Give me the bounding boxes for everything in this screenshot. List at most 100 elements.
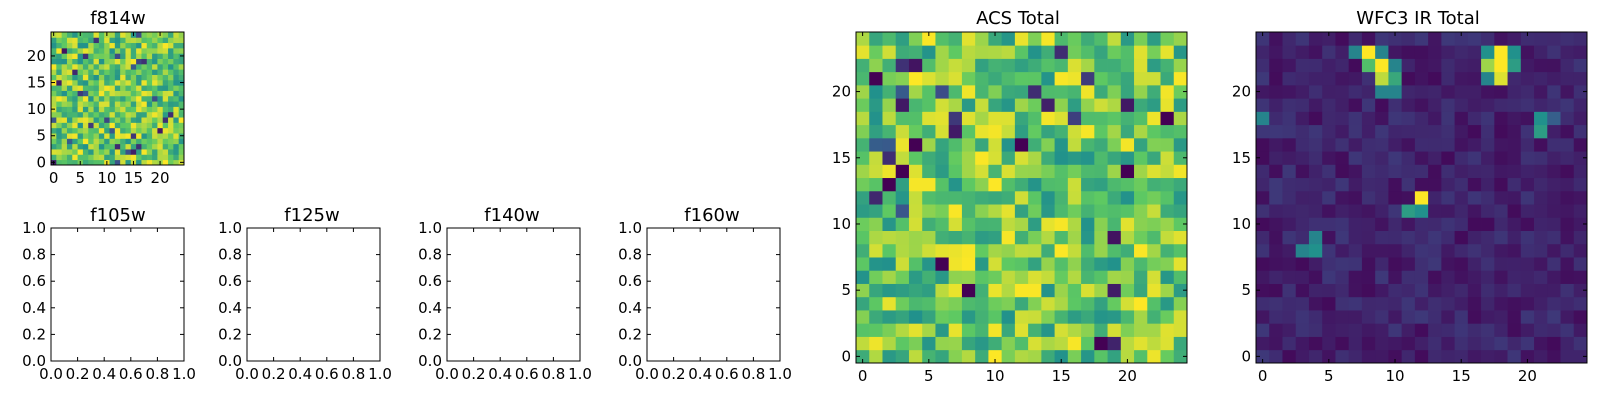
heatmap-cell	[882, 98, 897, 112]
heatmap-cell	[173, 95, 180, 102]
heatmap-cell	[125, 138, 132, 145]
heatmap-cell	[1295, 336, 1310, 351]
heatmap-cell	[1067, 190, 1082, 205]
heatmap-cell	[935, 257, 950, 271]
heatmap-cell	[1107, 204, 1122, 218]
panel-title-f140w: f140w	[484, 205, 539, 226]
heatmap-cell	[56, 122, 63, 129]
heatmap-cell	[168, 47, 174, 54]
heatmap-cell	[856, 296, 870, 311]
heatmap-cell	[1120, 32, 1135, 46]
heatmap-cell	[98, 117, 105, 123]
heatmap-cell	[1173, 98, 1188, 112]
heatmap-cell	[1467, 323, 1482, 337]
heatmap-cell	[136, 117, 142, 123]
x-tick-label: 0	[1258, 367, 1268, 385]
heatmap-cell	[1547, 164, 1561, 179]
heatmap-cell	[1094, 32, 1108, 46]
heatmap-cell	[61, 95, 68, 102]
heatmap-cell	[1414, 177, 1429, 192]
heatmap-cell	[1547, 177, 1561, 192]
heatmap-cell	[1494, 204, 1508, 218]
heatmap-cell	[1560, 349, 1575, 364]
heatmap-cell	[961, 243, 976, 258]
heatmap-cell	[1041, 84, 1055, 99]
heatmap-cell	[975, 204, 989, 218]
heatmap-cell	[869, 323, 883, 337]
heatmap-cell	[988, 243, 1003, 258]
heatmap-cell	[130, 90, 137, 97]
heatmap-cell	[1454, 111, 1469, 126]
heatmap-cell	[157, 74, 164, 81]
heatmap-cell	[1375, 71, 1389, 86]
heatmap-cell	[1507, 71, 1522, 86]
heatmap-cell	[1547, 257, 1561, 271]
heatmap-cell	[1361, 296, 1376, 311]
heatmap-cell	[1573, 98, 1588, 112]
heatmap-cell	[1361, 310, 1376, 324]
heatmap-cell	[1547, 98, 1561, 112]
heatmap-cell	[895, 58, 910, 73]
heatmap-cell	[882, 349, 897, 364]
ticks-f140w: 0.0 0.2 0.4 0.6 0.8 1.00.00.20.40.60.81.0	[418, 219, 592, 383]
heatmap-cell	[1173, 283, 1188, 298]
heatmap-cell	[1081, 204, 1095, 218]
heatmap-cell	[1348, 177, 1363, 192]
heatmap-cell	[1014, 296, 1029, 311]
heatmap-cell	[1401, 349, 1416, 364]
heatmap-cell	[51, 47, 57, 54]
heatmap-cell	[120, 127, 126, 134]
heatmap-cell	[1375, 177, 1389, 192]
heatmap-cell	[1414, 32, 1429, 46]
heatmap-cell	[1028, 124, 1042, 139]
heatmap-cell	[1414, 257, 1429, 271]
y-tick-label: 20	[832, 83, 851, 101]
heatmap-cell	[1001, 217, 1016, 231]
heatmap-cell	[77, 117, 84, 123]
heatmap-cell	[1081, 58, 1095, 73]
heatmap-cell	[1361, 217, 1376, 231]
heatmap-cell	[1081, 336, 1095, 351]
heatmap-cell	[77, 101, 84, 107]
heatmap-cell	[1375, 270, 1389, 284]
heatmap-cell	[1348, 71, 1363, 86]
heatmap-cell	[1173, 58, 1188, 73]
heatmap-cell	[1534, 58, 1548, 73]
heatmap-cell	[56, 138, 63, 145]
heatmap-cell	[1560, 310, 1575, 324]
heatmap-cell	[1147, 283, 1161, 298]
heatmap-cell	[1388, 98, 1403, 112]
heatmap-cell	[948, 98, 963, 112]
heatmap-cell	[120, 101, 126, 107]
heatmap-cell	[66, 133, 73, 139]
heatmap-cell	[1160, 323, 1175, 337]
heatmap-cell	[1120, 151, 1135, 165]
heatmap-cell	[1120, 257, 1135, 271]
heatmap-cell	[114, 85, 121, 91]
heatmap-cell	[1134, 151, 1148, 165]
heatmap-cell	[1322, 270, 1336, 284]
heatmap-cell	[1507, 190, 1522, 205]
heatmap-cell	[1573, 283, 1588, 298]
heatmap-cell	[1054, 310, 1069, 324]
heatmap-cell	[82, 127, 89, 134]
heatmap-cell	[1054, 230, 1069, 245]
heatmap-cell	[1348, 204, 1363, 218]
heatmap-cell	[1335, 124, 1350, 139]
heatmap-cell	[975, 349, 989, 364]
heatmap-cell	[1335, 137, 1350, 152]
heatmap-cell	[948, 230, 963, 245]
heatmap-cell	[1322, 323, 1336, 337]
heatmap-cell	[93, 154, 100, 161]
heatmap-cell	[1147, 310, 1161, 324]
heatmap-cell	[1335, 204, 1350, 218]
heatmap-cell	[77, 85, 84, 91]
heatmap-cell	[104, 69, 110, 75]
heatmap-cell	[146, 37, 153, 44]
heatmap-cell	[152, 37, 158, 44]
heatmap-cell	[82, 101, 89, 107]
heatmap-cell	[1120, 164, 1135, 179]
heatmap-cell	[77, 95, 84, 102]
heatmap-cell	[1120, 124, 1135, 139]
heatmap-cell	[1256, 283, 1270, 298]
